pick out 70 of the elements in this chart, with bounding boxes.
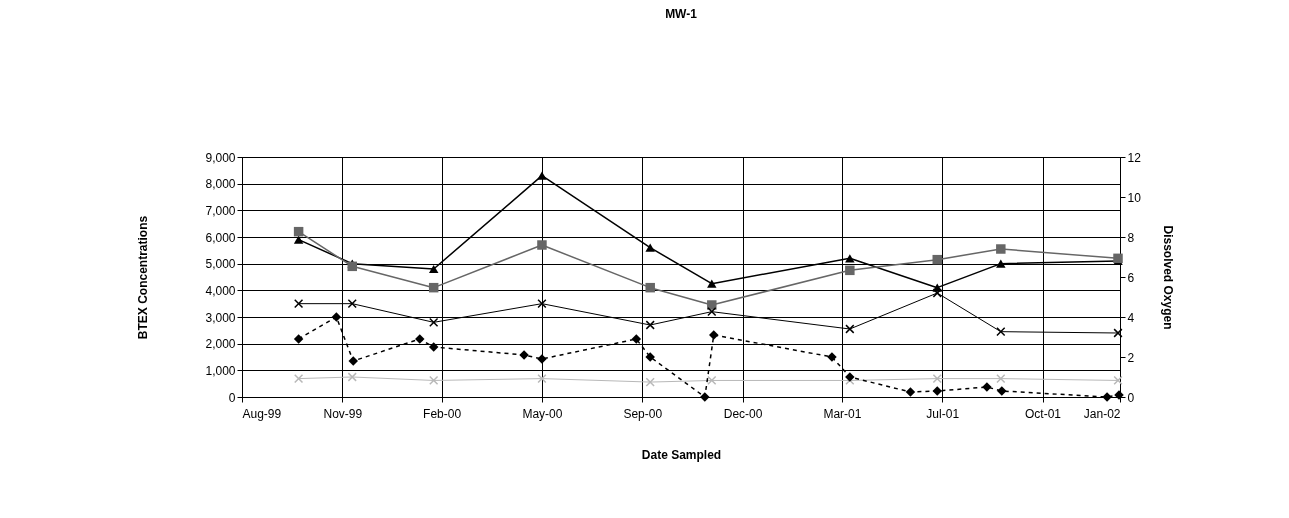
point	[428, 342, 439, 352]
point	[707, 375, 717, 386]
y2-tick-label: 10	[1127, 190, 1142, 205]
x-tick-label: Oct-01	[1025, 406, 1062, 421]
point	[996, 259, 1006, 268]
x-tick-label: Jan-02	[1083, 406, 1121, 421]
y-tick-label: 2,000	[205, 337, 236, 352]
point	[932, 373, 942, 384]
y2-tick-label: 4	[1127, 310, 1135, 325]
y-tick-label: 1,000	[205, 363, 236, 378]
y2-tick-label: 0	[1127, 390, 1135, 405]
point	[996, 244, 1006, 254]
point	[645, 282, 655, 293]
point	[707, 279, 717, 288]
y2-axis-title: Dissolved Oxygen	[1160, 225, 1175, 330]
x-tick-label: Nov-99	[323, 406, 363, 421]
point	[347, 261, 357, 272]
x-tick-label: Jul-01	[926, 406, 960, 421]
x-axis-title: Date Sampled	[641, 447, 722, 462]
point	[293, 235, 304, 244]
y-tick-label: 0	[228, 390, 236, 405]
point	[631, 334, 642, 344]
point	[645, 377, 655, 387]
point	[347, 299, 357, 309]
x-tick-label: Sep-00	[623, 406, 663, 421]
point	[428, 282, 439, 293]
point	[1113, 328, 1123, 338]
x-tick-label: May-00	[522, 406, 563, 421]
point	[293, 334, 304, 344]
point	[996, 373, 1006, 384]
point	[1113, 375, 1123, 386]
y-tick-label: 5,000	[205, 257, 236, 272]
y-tick-label: 6,000	[205, 230, 236, 245]
point	[537, 373, 547, 384]
point	[932, 288, 942, 298]
point	[845, 265, 855, 276]
point	[429, 317, 439, 327]
point	[645, 243, 655, 252]
y2-tick-label: 6	[1127, 270, 1135, 285]
point	[428, 264, 439, 274]
y-tick-label: 3,000	[205, 310, 236, 325]
x-tick-label: Mar-01	[823, 406, 862, 421]
point	[932, 254, 942, 265]
point	[905, 387, 916, 397]
point	[996, 327, 1006, 337]
y-tick-label: 9,000	[205, 150, 236, 165]
point	[331, 312, 342, 322]
point	[537, 240, 547, 250]
y-tick-label: 7,000	[205, 203, 236, 218]
point	[707, 307, 717, 317]
point	[347, 372, 357, 382]
x-tick-label: Dec-00	[723, 406, 763, 421]
point	[429, 375, 439, 386]
y-tick-label: 8,000	[205, 177, 236, 192]
y2-tick-label: 2	[1127, 350, 1135, 365]
x-tick-label: Aug-99	[242, 406, 282, 421]
point	[293, 226, 304, 237]
point	[537, 299, 547, 309]
point	[845, 324, 855, 334]
point	[537, 171, 547, 180]
y-axis-title: BTEX Concentrations	[136, 215, 151, 340]
point	[293, 299, 304, 309]
y2-tick-label: 12	[1127, 150, 1142, 165]
y-tick-label: 4,000	[205, 283, 236, 298]
point	[707, 300, 717, 310]
chart-title: MW-1	[665, 7, 698, 21]
x-tick-label: Feb-00	[423, 406, 462, 421]
point	[645, 320, 655, 330]
point	[293, 373, 304, 384]
y2-tick-label: 8	[1127, 230, 1135, 245]
